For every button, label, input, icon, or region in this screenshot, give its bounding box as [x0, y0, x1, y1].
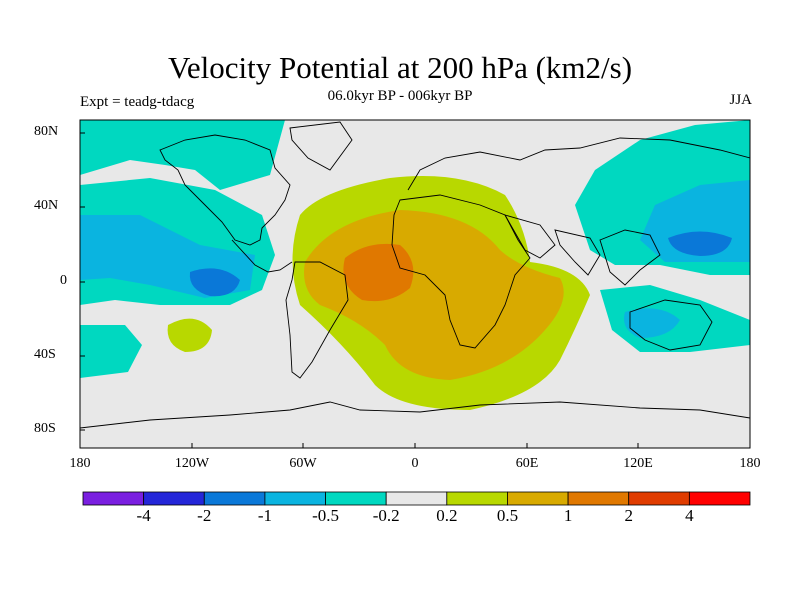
- experiment-label: Expt = teadg-tdacg: [80, 94, 195, 110]
- lat-tick-40s: 40S: [34, 347, 56, 362]
- lat-tick-80n: 80N: [34, 124, 59, 139]
- map-ticks: [79, 132, 751, 448]
- colorbar-swatch: [688, 491, 751, 506]
- coastlines: [80, 121, 750, 429]
- lon-tick-60w: 60W: [289, 456, 317, 471]
- colorbar-label: -1: [257, 506, 272, 525]
- colorbar-label: 0.2: [436, 506, 458, 525]
- lon-tick-120e: 120E: [623, 456, 653, 471]
- lat-tick-eq: 0: [60, 273, 67, 288]
- map-title: Velocity Potential at 200 hPa (km2/s): [167, 50, 633, 85]
- lat-tick-80s: 80S: [34, 421, 56, 436]
- lon-tick-120w: 120W: [174, 456, 210, 471]
- colorbar-swatch: [143, 491, 205, 506]
- colorbar-swatch: [507, 491, 569, 506]
- colorbar-swatch: [628, 491, 690, 506]
- colorbar-swatch: [567, 491, 630, 506]
- colorbar-swatch: [203, 491, 266, 506]
- colorbar-label: -0.2: [372, 506, 400, 525]
- lat-tick-40n: 40N: [34, 198, 59, 213]
- lon-tick-180e: 180: [739, 456, 761, 471]
- season-label: JJA: [729, 92, 752, 108]
- map-subtitle: 06.0kyr BP - 006kyr BP: [327, 88, 473, 104]
- contour-fill: [80, 120, 750, 448]
- lon-tick-60e: 60E: [515, 456, 539, 471]
- colorbar-label: -0.5: [312, 506, 339, 525]
- lon-tick-180w: 180: [69, 456, 91, 471]
- colorbar-label: 1: [563, 506, 573, 525]
- colorbar-swatch: [446, 491, 508, 506]
- colorbar-label: 0.5: [496, 506, 519, 525]
- colorbar-label: -4: [136, 506, 151, 525]
- colorbar-swatch: [325, 491, 387, 506]
- colorbar-label: 4: [685, 506, 694, 525]
- colorbar-label: -2: [197, 506, 212, 525]
- colorbar-swatch: [385, 491, 448, 506]
- lon-tick-0: 0: [411, 456, 419, 471]
- colorbar-label: 2: [624, 506, 633, 525]
- colorbar-swatch: [264, 491, 326, 506]
- colorbar: [82, 491, 751, 506]
- colorbar-swatch: [82, 491, 145, 506]
